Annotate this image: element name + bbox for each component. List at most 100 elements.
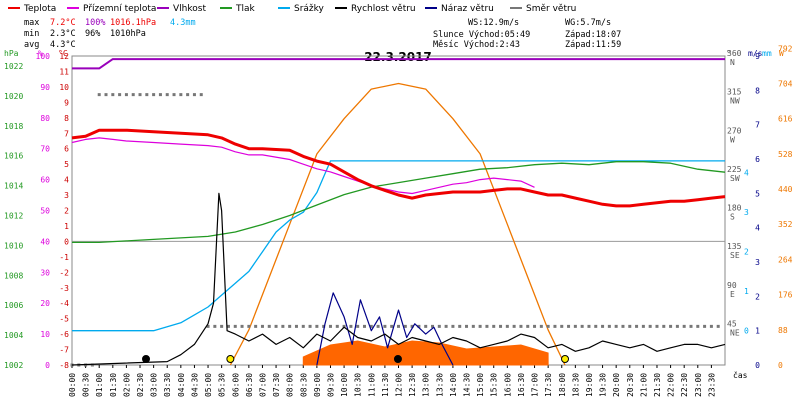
series-wind-direction-mark xyxy=(267,324,271,328)
series-wind-direction-mark xyxy=(349,324,353,328)
series-wind-direction-mark xyxy=(451,324,455,328)
tick-w: 352 xyxy=(778,220,793,229)
tick-temp: -7 xyxy=(59,346,69,355)
series-ground-temp-line xyxy=(71,137,535,195)
tick-pressure: 1020 xyxy=(4,92,23,101)
series-wind-direction-mark xyxy=(546,324,550,328)
series-wind-direction-mark xyxy=(342,324,346,328)
series-wind-direction-mark xyxy=(254,324,258,328)
tick-w: 264 xyxy=(778,255,793,264)
time-tick-label: 11:30 xyxy=(381,373,390,397)
series-wind-direction-mark xyxy=(641,324,645,328)
tick-mm: 4 xyxy=(744,169,749,178)
series-wind-direction-mark xyxy=(655,324,659,328)
tick-temp: -6 xyxy=(59,330,69,339)
tick-humidity: 60 xyxy=(40,176,50,185)
series-wind-direction-mark xyxy=(192,93,196,97)
series-wind-direction-mark xyxy=(580,324,584,328)
stat-min-label: min xyxy=(24,29,39,39)
series-temp-line xyxy=(71,128,726,208)
tick-humidity: 10 xyxy=(40,330,50,339)
series-wind-direction-mark xyxy=(709,324,713,328)
tick-direction-deg: 180 xyxy=(727,204,742,213)
series-wind-direction-mark xyxy=(431,324,435,328)
time-tick-label: 09:00 xyxy=(313,373,322,397)
tick-pressure: 1002 xyxy=(4,361,23,370)
tick-ms: 8 xyxy=(755,86,760,95)
series-wind-direction-mark xyxy=(662,324,666,328)
tick-direction-name: NE xyxy=(730,328,740,337)
axis-ms-label: m/s xyxy=(748,49,763,58)
series-wind-direction-mark xyxy=(124,93,128,97)
tick-w: 176 xyxy=(778,291,793,300)
tick-w: 616 xyxy=(778,115,793,124)
stat-avg-label: avg xyxy=(24,40,39,50)
stat-avg-temp: 4.3°C xyxy=(50,40,76,50)
time-tick-label: 11:00 xyxy=(367,373,376,397)
series-wind-direction-mark xyxy=(594,324,598,328)
tick-direction-deg: 360 xyxy=(727,49,742,58)
time-tick-label: 05:00 xyxy=(204,373,213,397)
time-tick-label: 16:00 xyxy=(503,373,512,397)
tick-temp: -8 xyxy=(59,361,69,370)
tick-pressure: 1012 xyxy=(4,212,23,221)
legend-label: Rychlost větru xyxy=(351,4,416,14)
series-wind-direction-mark xyxy=(281,324,285,328)
series-wind-direction-mark xyxy=(403,324,407,328)
stat-min-hum: 96% xyxy=(85,29,100,39)
time-tick-label: 06:00 xyxy=(231,373,240,397)
axis-pct-label: % xyxy=(38,49,43,58)
series-wind-direction-mark xyxy=(274,324,278,328)
tick-mm: 1 xyxy=(744,287,749,296)
series-wind-direction-mark xyxy=(152,93,156,97)
series-wind-direction-mark xyxy=(675,324,679,328)
tick-humidity: 80 xyxy=(40,114,50,123)
time-tick-label: 12:30 xyxy=(408,373,417,397)
series-wind-direction-mark xyxy=(437,324,441,328)
axis-deg-label: ° xyxy=(726,49,731,58)
series-wind-direction-mark xyxy=(247,324,251,328)
time-tick-label: 04:00 xyxy=(177,373,186,397)
info-moonrise: Měsíc Východ:2:43 xyxy=(433,40,520,50)
time-tick-label: 04:30 xyxy=(190,373,199,397)
tick-temp: 4 xyxy=(64,176,69,185)
tick-direction-name: SE xyxy=(730,251,740,260)
info-moonset: Západ:11:59 xyxy=(565,40,621,50)
series-wind-direction-mark xyxy=(471,324,475,328)
series-wind-direction-mark xyxy=(97,93,101,97)
tick-w: 704 xyxy=(778,79,793,88)
tick-direction-deg: 315 xyxy=(727,88,742,97)
tick-humidity: 30 xyxy=(40,268,50,277)
series-wind-direction-mark xyxy=(104,93,108,97)
tick-direction-name: N xyxy=(730,58,735,67)
series-wind-direction-mark xyxy=(199,93,203,97)
tick-w: 0 xyxy=(778,361,783,370)
stat-max-press: 1016.1hPa xyxy=(110,18,156,28)
sunset-icon xyxy=(561,355,570,363)
stat-max-label: max xyxy=(24,18,39,28)
tick-pressure: 1010 xyxy=(4,241,23,250)
time-tick-label: 19:00 xyxy=(585,373,594,397)
time-tick-label: 05:30 xyxy=(218,373,227,397)
moonset-icon xyxy=(393,355,402,363)
series-wind-direction-mark xyxy=(512,324,516,328)
tick-humidity: 20 xyxy=(40,299,50,308)
tick-ms: 0 xyxy=(755,361,760,370)
tick-w: 792 xyxy=(778,44,793,53)
tick-temp: -5 xyxy=(59,315,69,324)
series-wind-direction-mark xyxy=(383,324,387,328)
series-wind-direction-mark xyxy=(220,324,224,328)
series-wind-direction-mark xyxy=(315,324,319,328)
series-wind-direction-mark xyxy=(131,93,135,97)
time-tick-label: 03:30 xyxy=(163,373,172,397)
time-tick-label: 07:00 xyxy=(258,373,267,397)
time-tick-label: 02:00 xyxy=(122,373,131,397)
series-wind-direction-mark xyxy=(567,324,571,328)
series-wind-direction-mark xyxy=(356,324,360,328)
tick-temp: 7 xyxy=(64,129,69,138)
tick-direction-name: W xyxy=(730,135,735,144)
tick-direction-deg: 45 xyxy=(727,319,737,328)
series-wind-direction-mark xyxy=(186,93,190,97)
